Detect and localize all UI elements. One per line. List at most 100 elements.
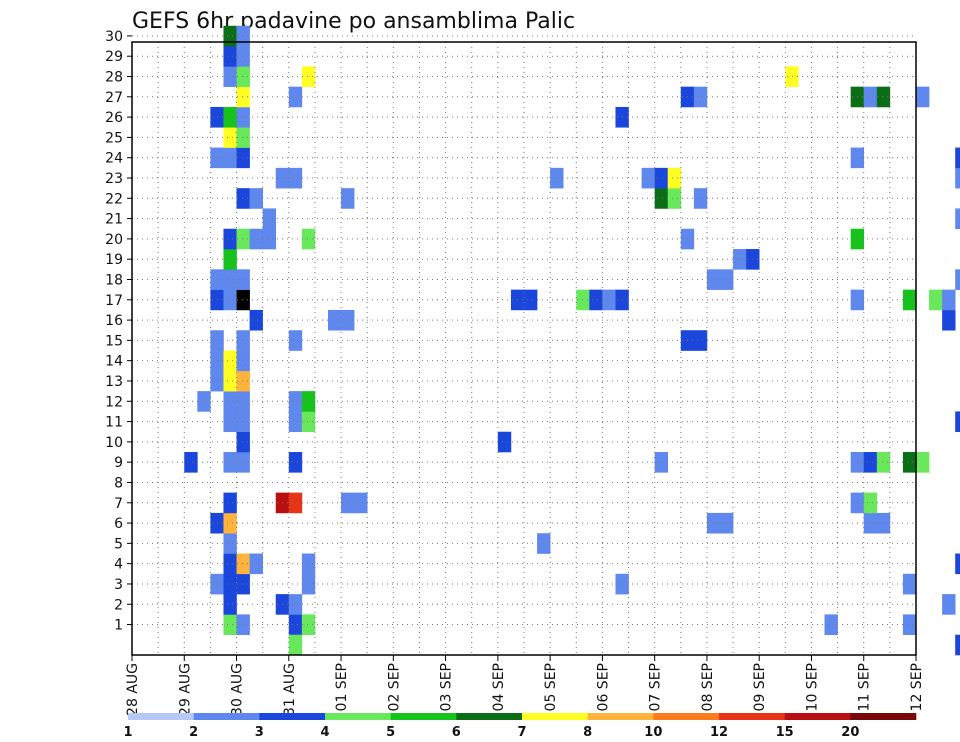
heatmap-cell: [288, 86, 303, 108]
plot-frame: [131, 41, 917, 656]
y-tick-label: 21: [105, 212, 123, 228]
heatmap-cell: [288, 330, 303, 351]
y-tick-label: 20: [105, 232, 123, 248]
heatmap-cell: [955, 269, 960, 290]
heatmap-cell: [524, 289, 538, 311]
x-tick-label: 08 SEP: [700, 663, 716, 711]
colorbar-segment: [128, 713, 194, 720]
heatmap-cell: [942, 594, 956, 615]
x-tick-label: 12 SEP: [909, 663, 925, 711]
heatmap-cell: [236, 66, 250, 87]
heatmap-cell: [589, 289, 603, 311]
heatmap-cell: [184, 452, 198, 473]
y-tick-label: 5: [114, 536, 123, 552]
heatmap-cell: [301, 553, 316, 575]
y-tick-label: 29: [105, 49, 123, 65]
heatmap-cell: [223, 25, 237, 47]
x-tick-label: 07 SEP: [648, 663, 664, 711]
heatmap-cell: [236, 370, 250, 392]
heatmap-cell: [863, 512, 878, 534]
y-tick-label: 19: [105, 252, 123, 268]
heatmap-cell: [929, 289, 943, 311]
heatmap-cell: [288, 167, 303, 189]
y-tick-label: 26: [105, 110, 123, 126]
y-tick-label: 3: [114, 577, 123, 593]
heatmap-cell: [223, 228, 237, 250]
heatmap-cell: [236, 86, 250, 108]
heatmap-cell: [197, 391, 211, 412]
heatmap-cell: [223, 452, 237, 473]
heatmap-cell: [693, 330, 708, 351]
heatmap-cell: [236, 106, 250, 128]
heatmap-cell: [288, 411, 303, 433]
y-tick-label: 17: [105, 293, 123, 309]
heatmap-cell: [693, 188, 708, 209]
colorbar-label: 15: [776, 725, 794, 740]
y-tick-label: 7: [114, 496, 123, 512]
heatmap-cell: [223, 147, 237, 169]
heatmap-cell: [223, 614, 237, 635]
y-tick-label: 4: [114, 557, 123, 573]
heatmap-cell: [602, 289, 616, 311]
heatmap-cell: [955, 634, 960, 656]
y-axis: 1234567891011121314151617181920212223242…: [105, 29, 132, 634]
y-tick-label: 28: [105, 70, 123, 86]
heatmap-cell: [262, 228, 277, 250]
colorbar-label: 3: [255, 725, 264, 740]
heatmap-cell: [236, 147, 250, 169]
y-tick-label: 15: [105, 333, 123, 349]
y-tick-label: 14: [105, 354, 123, 370]
heatmap-cell: [301, 228, 316, 250]
heatmap-cell: [654, 452, 669, 473]
colorbar-label: 4: [320, 725, 329, 740]
colorbar-label: 20: [841, 725, 859, 740]
colorbar-label: 8: [583, 725, 592, 740]
x-tick-label: 31 AUG: [282, 663, 298, 716]
heatmap-cell: [720, 269, 734, 290]
colorbar-label: 10: [644, 725, 662, 740]
colorbar-label: 7: [517, 725, 526, 740]
heatmap-cell: [223, 350, 237, 372]
y-tick-label: 6: [114, 516, 123, 532]
heatmap-cell: [249, 309, 263, 331]
heatmap-cell: [706, 512, 721, 534]
x-tick-label: 03 SEP: [439, 663, 455, 711]
colorbar-label: 6: [452, 725, 461, 740]
heatmap-cell: [288, 614, 303, 635]
heatmap-cell: [301, 411, 316, 433]
heatmap-cell: [876, 452, 891, 473]
heatmap-cell: [955, 411, 960, 433]
heatmap-cell: [955, 208, 960, 230]
heatmap-cell: [288, 634, 303, 656]
heatmap-cell: [223, 127, 237, 148]
heatmap-cell: [223, 594, 237, 615]
y-tick-label: 11: [105, 415, 123, 431]
y-tick-label: 12: [105, 394, 123, 410]
heatmap-cell: [223, 370, 237, 392]
heatmap-cell: [249, 553, 263, 575]
x-tick-label: 29 AUG: [177, 663, 193, 716]
x-tick-label: 06 SEP: [595, 663, 611, 711]
heatmap-cell: [249, 188, 263, 209]
heatmap-cell: [223, 249, 237, 270]
y-tick-label: 30: [105, 29, 123, 45]
y-tick-label: 18: [105, 272, 123, 288]
colorbar-segment: [456, 713, 523, 720]
heatmap-cell: [223, 573, 237, 595]
y-tick-label: 27: [105, 90, 123, 106]
heatmap-cell: [706, 269, 721, 290]
x-tick-label: 30 AUG: [230, 663, 246, 716]
x-tick-label: 09 SEP: [752, 663, 768, 711]
heatmap-cell: [236, 350, 250, 372]
heatmap-cell: [236, 330, 250, 351]
heatmap-cell: [301, 573, 316, 595]
heatmap-cell: [236, 289, 250, 311]
heatmap-cell: [824, 614, 838, 635]
heatmap-cell: [236, 228, 250, 250]
heatmap-cell: [236, 573, 250, 595]
heatmap-cell: [288, 492, 303, 514]
x-tick-label: 05 SEP: [543, 663, 559, 711]
heatmap-cell: [223, 492, 237, 514]
y-tick-label: 2: [114, 597, 123, 613]
